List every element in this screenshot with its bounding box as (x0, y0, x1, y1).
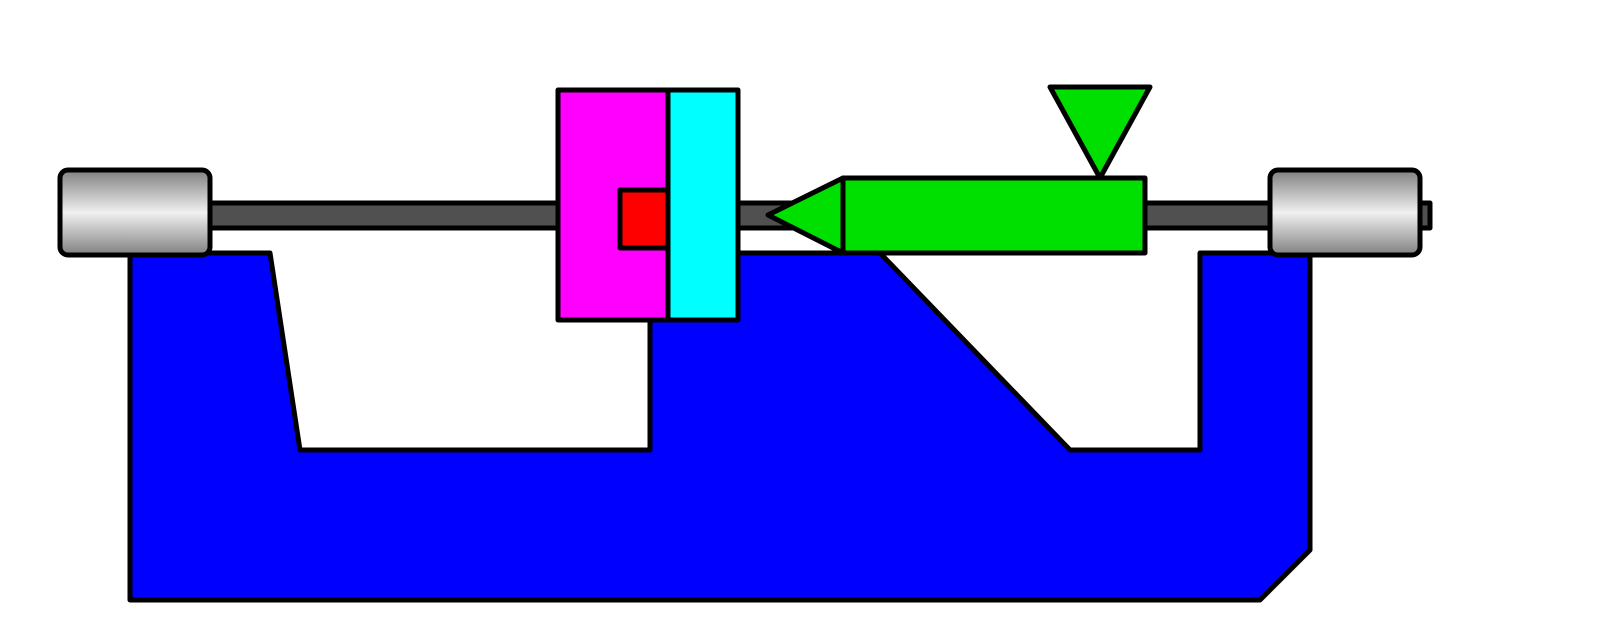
left-cylinder (60, 170, 210, 255)
mold-fixed-half (668, 90, 738, 320)
injection-barrel (843, 178, 1145, 253)
injection-nozzle (768, 178, 843, 253)
right-cylinder (1270, 170, 1420, 255)
mold-cavity (620, 190, 668, 248)
hopper (1050, 87, 1150, 178)
injection-molding-diagram (0, 0, 1614, 626)
